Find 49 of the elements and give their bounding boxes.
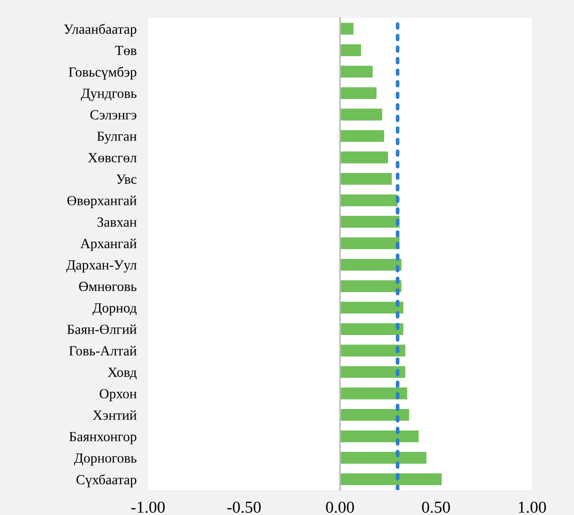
- y-tick-label: Увс: [116, 174, 136, 184]
- y-tick-label: Улаанбаатар: [64, 24, 136, 37]
- y-tick-label: Дархан-Уул: [66, 260, 137, 273]
- y-tick-label: Дундговь: [80, 88, 136, 101]
- bar: [340, 473, 442, 486]
- y-tick-label: Баянхонгор: [69, 432, 136, 444]
- bar: [340, 258, 402, 271]
- y-tick-label: Ховд: [108, 368, 137, 380]
- bar: [340, 173, 392, 185]
- x-tick-label: -0.50: [227, 502, 261, 513]
- y-tick-label: Сэлэнгэ: [90, 110, 136, 120]
- y-tick-label: Баян-Өлгий: [67, 324, 137, 334]
- x-tick-label: 0.50: [422, 502, 450, 513]
- y-tick-label: Төв: [115, 46, 136, 56]
- bar: [340, 452, 426, 464]
- y-tick-label: Дорнод: [92, 303, 137, 316]
- y-tick-label: Сүхбаатар: [76, 474, 136, 488]
- y-tick-label: Говь-Алтай: [69, 346, 137, 356]
- x-tick-label: 1.00: [518, 502, 546, 513]
- y-tick-label: Говьсүмбэр: [68, 66, 136, 80]
- bar: [340, 237, 400, 250]
- bar: [340, 22, 354, 35]
- y-tick-label: Орхон: [100, 389, 137, 402]
- bar: [340, 87, 376, 99]
- bar: [340, 66, 373, 78]
- y-tick-label: Хөвсгөл: [88, 153, 137, 162]
- y-tick-label: Булган: [97, 132, 137, 144]
- y-tick-label: Өмнөговь: [79, 282, 136, 292]
- bar: [340, 366, 406, 378]
- bar: [340, 323, 404, 335]
- bar: [340, 344, 406, 356]
- bar: [340, 409, 410, 421]
- y-tick-label: Архангай: [80, 238, 137, 252]
- bar: [340, 130, 384, 142]
- y-tick-label: Завхан: [98, 217, 137, 227]
- bar: [340, 194, 398, 206]
- x-tick-label: 0.00: [326, 502, 354, 513]
- bar: [340, 280, 402, 292]
- bar: [340, 430, 419, 442]
- bar: [340, 388, 408, 400]
- x-tick-label: -1.00: [131, 502, 165, 513]
- bar: [340, 302, 404, 314]
- y-tick-label: Хэнтий: [92, 410, 137, 420]
- y-tick-label: Өвөрхангай: [67, 196, 137, 208]
- bar: [340, 152, 388, 164]
- bar: [340, 44, 362, 56]
- bar: [340, 216, 400, 228]
- y-tick-label: Дорноговь: [74, 454, 136, 466]
- bar: [340, 108, 382, 120]
